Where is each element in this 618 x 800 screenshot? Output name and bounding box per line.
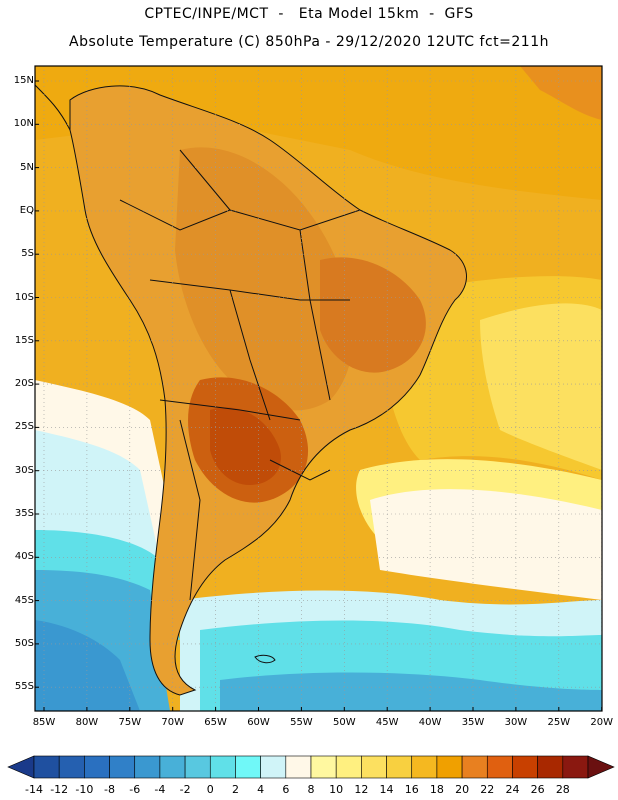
lat-label-20s: 20S [14, 378, 34, 390]
colorbar-segment [512, 755, 538, 779]
colorbar-label: 16 [404, 783, 419, 796]
colorbar-segment [436, 755, 463, 779]
lon-label-75w: 75W [118, 717, 142, 728]
lon-label-40w: 40W [418, 717, 442, 728]
colorbar-label: 4 [257, 783, 265, 796]
colorbar-label: -4 [154, 783, 166, 796]
colorbar-label: 26 [530, 783, 545, 796]
lat-label-15n: 15N [13, 75, 34, 86]
colorbar-segment [361, 755, 387, 779]
colorbar-segment [285, 755, 312, 779]
colorbar-label: 20 [455, 783, 470, 796]
colorbar-label: 22 [480, 783, 495, 796]
colorbar-label: 28 [555, 783, 570, 796]
lat-label-5n: 5N [20, 161, 34, 173]
colorbar-segment [411, 755, 438, 779]
chart-subtitle: Absolute Temperature (C) 850hPa - 29/12/… [69, 34, 549, 50]
colorbar-segment [134, 755, 161, 779]
map-gridlines [35, 66, 603, 711]
lon-label-25w: 25W [547, 717, 571, 728]
colorbar-segment [310, 755, 337, 779]
colorbar [7, 755, 615, 779]
colorbar-arrow-high [587, 755, 615, 779]
colorbar-segment [235, 755, 261, 779]
colorbar-label: 12 [354, 783, 369, 796]
colorbar-label: -12 [50, 783, 69, 796]
colorbar-segment [335, 755, 362, 779]
colorbar-label: 10 [329, 783, 344, 796]
colorbar-segment [184, 755, 211, 779]
colorbar-segment [537, 755, 564, 779]
coastline [35, 84, 467, 696]
lat-label-35s: 35S [14, 508, 34, 519]
lon-label-60w: 60W [247, 717, 270, 728]
lat-label-15s: 15S [14, 334, 34, 346]
colorbar-label: -8 [104, 783, 116, 796]
lat-label-30s: 30S [14, 464, 34, 476]
lon-label-65w: 65W [204, 717, 227, 728]
colorbar-segment [461, 755, 488, 779]
lat-label-5s: 5S [21, 248, 34, 260]
lat-label-10s: 10S [14, 291, 34, 303]
colorbar-segment [209, 755, 236, 779]
axis-ticks [35, 80, 603, 711]
colorbar-label: -6 [129, 783, 141, 796]
colorbar-segment [84, 755, 110, 779]
lat-label-45s: 45S [14, 594, 34, 606]
colorbar-segment [486, 755, 513, 779]
lon-label-85w: 85W [32, 717, 56, 728]
lon-label-50w: 50W [332, 717, 356, 728]
lat-label-55s: 55S [14, 681, 34, 693]
temperature-field [35, 66, 602, 711]
colorbar-segment [562, 755, 589, 779]
lon-label-45w: 45W [375, 717, 399, 728]
lat-label-40s: 40S [14, 551, 34, 563]
lon-label-20w: 20W [590, 717, 613, 728]
lat-label-50s: 50S [14, 637, 34, 649]
lon-label-55w: 55W [290, 717, 313, 728]
colorbar-label: -14 [25, 783, 43, 796]
colorbar-label: 6 [282, 783, 290, 796]
colorbar-segment [33, 755, 60, 779]
chart-title: CPTEC/INPE/MCT - Eta Model 15km - GFS [144, 6, 474, 22]
lon-label-80w: 80W [75, 717, 99, 728]
colorbar-segment [159, 755, 186, 779]
colorbar-label: 2 [231, 783, 239, 796]
colorbar-segment [109, 755, 136, 779]
lon-label-30w: 30W [504, 717, 528, 728]
lon-label-70w: 70W [161, 717, 184, 728]
colorbar-segment [386, 755, 413, 779]
colorbar-label: -10 [75, 783, 94, 796]
map-frame [34, 65, 603, 712]
lat-label-10n: 10N [13, 118, 34, 130]
colorbar-label: 24 [505, 783, 520, 796]
colorbar-segment [58, 755, 85, 779]
colorbar-label: -2 [179, 783, 191, 796]
colorbar-label: 14 [379, 783, 394, 796]
colorbar-label: 18 [429, 783, 444, 796]
colorbar-label: 8 [307, 783, 315, 796]
lon-label-35w: 35W [461, 717, 485, 728]
colorbar-segment [260, 755, 287, 779]
colorbar-arrow-low [7, 755, 35, 779]
lat-label-25s: 25S [14, 421, 34, 433]
colorbar-label: 0 [206, 783, 214, 796]
lat-label-eq: EQ [19, 204, 34, 216]
